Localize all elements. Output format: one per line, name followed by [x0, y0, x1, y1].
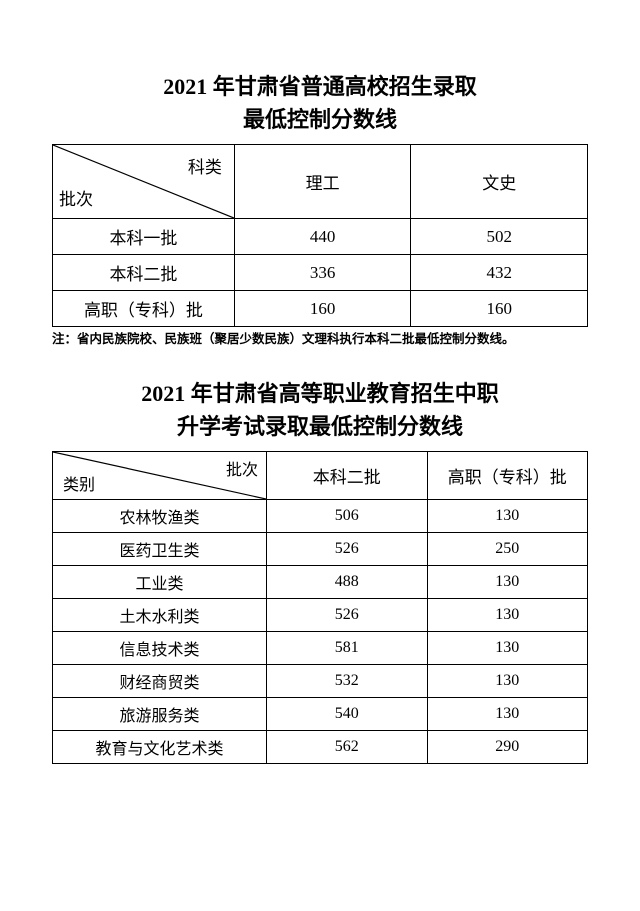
row-val: 160 [234, 291, 411, 327]
table-row: 本科二批 336 432 [53, 255, 588, 291]
row-val: 130 [427, 565, 588, 598]
row-label: 本科一批 [53, 219, 235, 255]
row-val: 562 [267, 730, 428, 763]
table-row: 教育与文化艺术类 562 290 [53, 730, 588, 763]
row-label: 信息技术类 [53, 631, 267, 664]
row-val: 130 [427, 631, 588, 664]
row-label: 教育与文化艺术类 [53, 730, 267, 763]
row-val: 526 [267, 598, 428, 631]
table1-title: 2021 年甘肃省普通高校招生录取 最低控制分数线 [52, 70, 588, 136]
table-row: 本科一批 440 502 [53, 219, 588, 255]
table-row: 土木水利类 526 130 [53, 598, 588, 631]
table1-diag-bottom: 批次 [59, 185, 93, 210]
table2-title: 2021 年甘肃省高等职业教育招生中职 升学考试录取最低控制分数线 [52, 377, 588, 443]
table1-title-line2: 最低控制分数线 [243, 107, 397, 132]
row-val: 440 [234, 219, 411, 255]
row-val: 130 [427, 664, 588, 697]
row-label: 工业类 [53, 565, 267, 598]
table-row: 信息技术类 581 130 [53, 631, 588, 664]
table1-diag-cell: 科类 批次 [53, 145, 235, 219]
row-val: 540 [267, 697, 428, 730]
table1-diag-top: 科类 [188, 153, 222, 178]
table1: 科类 批次 理工 文史 本科一批 440 502 本科二批 336 432 高职… [52, 144, 588, 327]
table2-col-1: 高职（专科）批 [427, 451, 588, 499]
table-row: 高职（专科）批 160 160 [53, 291, 588, 327]
table-row: 财经商贸类 532 130 [53, 664, 588, 697]
row-label: 医药卫生类 [53, 532, 267, 565]
row-label: 农林牧渔类 [53, 499, 267, 532]
row-val: 506 [267, 499, 428, 532]
row-val: 581 [267, 631, 428, 664]
row-val: 502 [411, 219, 588, 255]
row-val: 526 [267, 532, 428, 565]
row-val: 250 [427, 532, 588, 565]
table1-title-line1: 2021 年甘肃省普通高校招生录取 [163, 74, 477, 99]
table2-diag-cell: 批次 类别 [53, 451, 267, 499]
row-label: 本科二批 [53, 255, 235, 291]
row-val: 130 [427, 499, 588, 532]
row-val: 160 [411, 291, 588, 327]
table2-diag-bottom: 类别 [63, 471, 95, 495]
row-label: 财经商贸类 [53, 664, 267, 697]
row-val: 532 [267, 664, 428, 697]
table2: 批次 类别 本科二批 高职（专科）批 农林牧渔类 506 130 医药卫生类 5… [52, 451, 588, 764]
table1-col-0: 理工 [234, 145, 411, 219]
table-row: 工业类 488 130 [53, 565, 588, 598]
table2-header-row: 批次 类别 本科二批 高职（专科）批 [53, 451, 588, 499]
table2-title-line2: 升学考试录取最低控制分数线 [177, 414, 463, 439]
row-label: 旅游服务类 [53, 697, 267, 730]
row-label: 高职（专科）批 [53, 291, 235, 327]
row-val: 130 [427, 697, 588, 730]
row-val: 488 [267, 565, 428, 598]
table-row: 农林牧渔类 506 130 [53, 499, 588, 532]
row-val: 432 [411, 255, 588, 291]
table1-header-row: 科类 批次 理工 文史 [53, 145, 588, 219]
table-row: 旅游服务类 540 130 [53, 697, 588, 730]
table1-col-1: 文史 [411, 145, 588, 219]
table2-title-line1: 2021 年甘肃省高等职业教育招生中职 [141, 381, 499, 406]
table-row: 医药卫生类 526 250 [53, 532, 588, 565]
table2-col-0: 本科二批 [267, 451, 428, 499]
row-val: 336 [234, 255, 411, 291]
row-val: 290 [427, 730, 588, 763]
table2-diag-top: 批次 [226, 456, 258, 480]
row-val: 130 [427, 598, 588, 631]
row-label: 土木水利类 [53, 598, 267, 631]
table1-footnote: 注：省内民族院校、民族班（聚居少数民族）文理科执行本科二批最低控制分数线。 [52, 331, 588, 349]
